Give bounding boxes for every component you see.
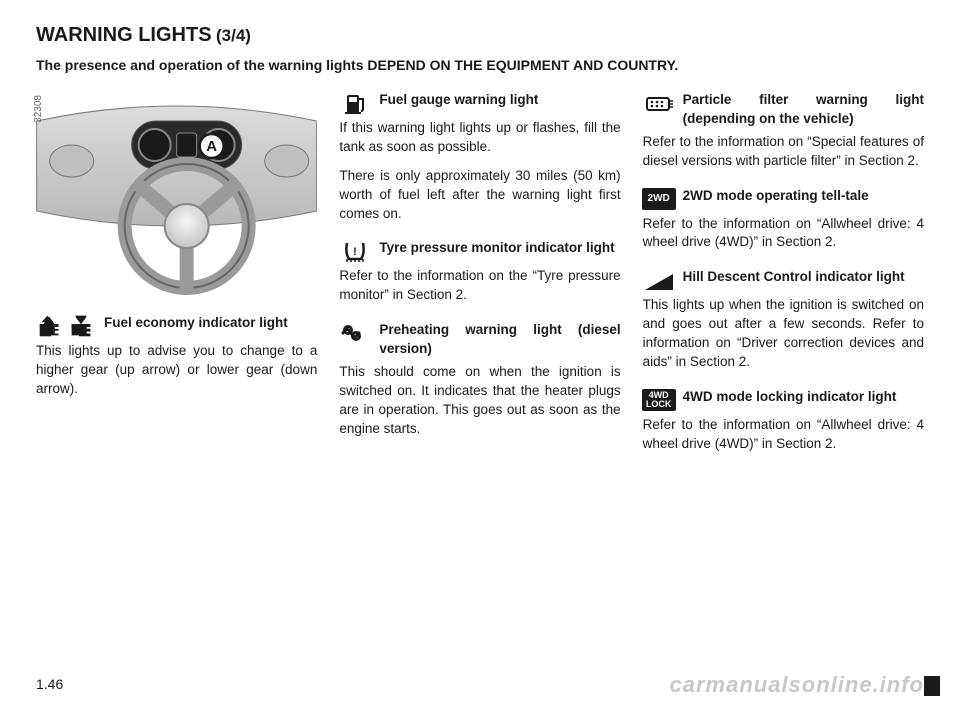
preheating-icon <box>339 321 371 345</box>
watermark: carmanualsonline.info <box>670 672 925 698</box>
particle-filter-icon <box>643 91 675 115</box>
marker-a-label: A <box>206 138 217 155</box>
item-fuel-economy: Fuel economy indicator light This lights… <box>36 314 317 399</box>
particle-filter-title: Particle filter warning light (depending… <box>683 91 924 129</box>
page: WARNING LIGHTS (3/4) The presence and op… <box>0 0 960 710</box>
column-1: 32308 <box>36 91 317 470</box>
fuel-gauge-body2: There is only approximately 30 miles (50… <box>339 167 620 224</box>
item-2wd: 2WD 2WD mode operating tell-tale Refer t… <box>643 187 924 253</box>
hill-descent-body: This lights up when the ignition is swit… <box>643 296 924 372</box>
title-row: WARNING LIGHTS (3/4) <box>36 24 924 47</box>
page-title-sub: (3/4) <box>216 26 251 45</box>
hill-descent-icon <box>643 268 675 292</box>
image-id: 32308 <box>32 95 46 123</box>
columns: 32308 <box>36 91 924 470</box>
preheating-title: Preheating warning light (diesel version… <box>379 321 620 359</box>
column-2: Fuel gauge warning light If this warning… <box>339 91 620 470</box>
item-fuel-gauge: Fuel gauge warning light If this warning… <box>339 91 620 223</box>
corner-tab <box>924 676 940 696</box>
particle-filter-body: Refer to the information on “Special fea… <box>643 133 924 171</box>
preheating-body: This should come on when the ignition is… <box>339 363 620 439</box>
item-4wd-lock: 4WD LOCK 4WD mode locking indicator ligh… <box>643 388 924 454</box>
two-wd-badge: 2WD <box>642 188 676 210</box>
page-title-main: WARNING LIGHTS <box>36 24 212 46</box>
tyre-pressure-body: Refer to the information on the “Tyre pr… <box>339 267 620 305</box>
four-wd-lock-body: Refer to the information on “Allwheel dr… <box>643 416 924 454</box>
fuel-economy-body: This lights up to advise you to change t… <box>36 342 317 399</box>
item-particle-filter: Particle filter warning light (depending… <box>643 91 924 171</box>
tyre-pressure-icon: ! <box>339 239 371 263</box>
fuel-gauge-icon <box>339 91 371 115</box>
item-hill-descent: Hill Descent Control indicator light Thi… <box>643 268 924 372</box>
two-wd-title: 2WD mode operating tell-tale <box>683 187 924 206</box>
fuel-gauge-body1: If this warning light lights up or flash… <box>339 119 620 157</box>
four-wd-badge-line2: LOCK <box>646 400 672 409</box>
page-subtitle: The presence and operation of the warnin… <box>36 57 924 73</box>
tyre-pressure-title: Tyre pressure monitor indicator light <box>379 239 620 258</box>
four-wd-lock-badge: 4WD LOCK <box>642 389 676 411</box>
svg-text:!: ! <box>353 246 357 258</box>
page-number: 1.46 <box>36 676 63 692</box>
four-wd-lock-title: 4WD mode locking indicator light <box>683 388 924 407</box>
dashboard-svg: A <box>36 91 317 296</box>
hill-descent-title: Hill Descent Control indicator light <box>683 268 924 287</box>
column-3: Particle filter warning light (depending… <box>643 91 924 470</box>
item-preheating: Preheating warning light (diesel version… <box>339 321 620 438</box>
two-wd-body: Refer to the information on “Allwheel dr… <box>643 215 924 253</box>
fuel-gauge-title: Fuel gauge warning light <box>379 91 620 110</box>
fuel-economy-title: Fuel economy indicator light <box>104 314 317 333</box>
fuel-economy-icon <box>36 314 96 338</box>
four-wd-lock-icon: 4WD LOCK <box>643 388 675 412</box>
two-wd-icon: 2WD <box>643 187 675 211</box>
dashboard-illustration: 32308 <box>36 91 317 296</box>
item-tyre-pressure: ! Tyre pressure monitor indicator light … <box>339 239 620 305</box>
